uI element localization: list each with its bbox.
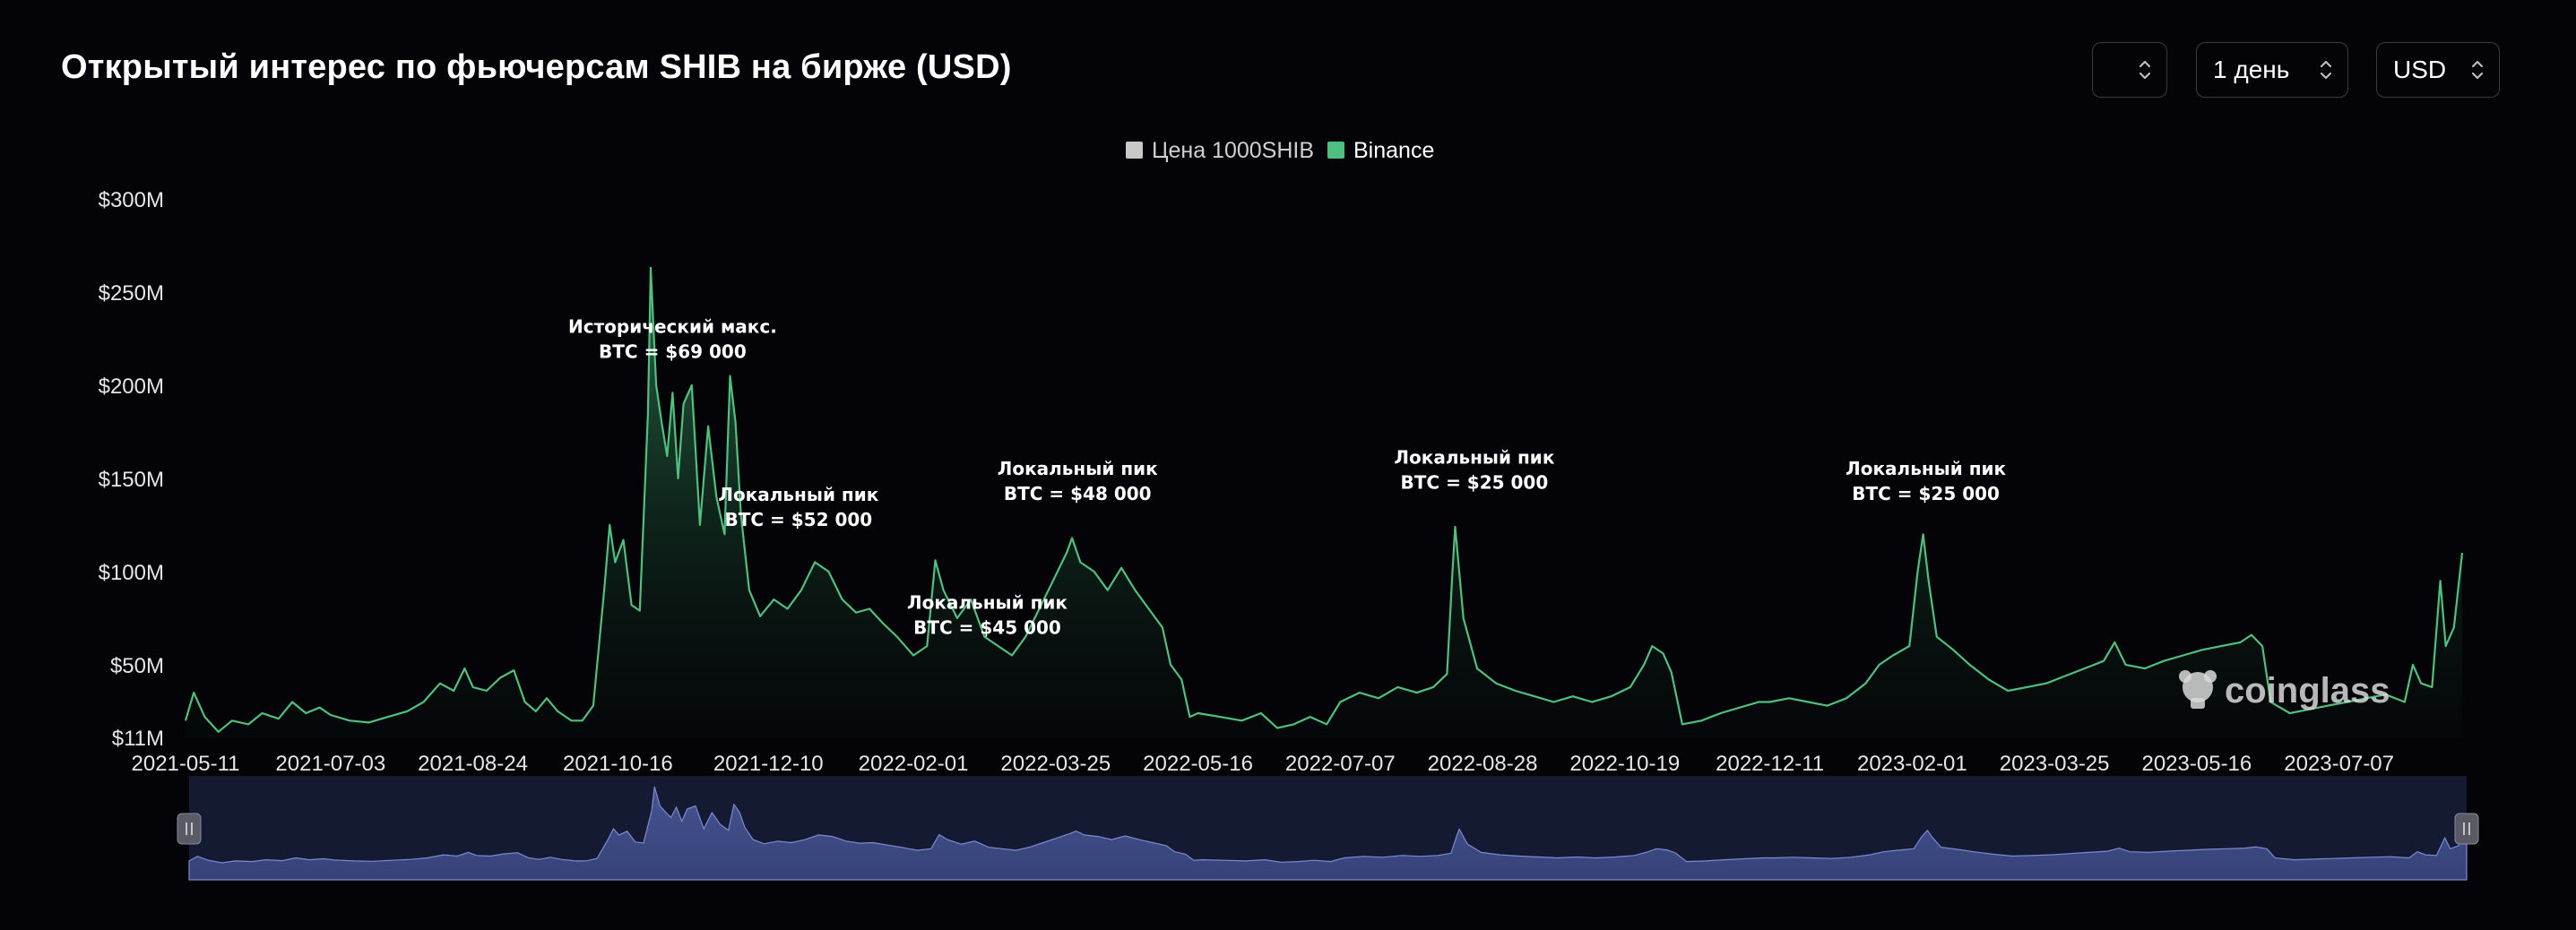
legend-label: Binance <box>1353 138 1434 163</box>
annotation-line: Локальный пик <box>1394 446 1554 468</box>
x-tick-label: 2021-10-16 <box>563 752 673 776</box>
annotation-line: Локальный пик <box>907 592 1068 614</box>
x-tick-label: 2022-08-28 <box>1428 752 1538 776</box>
chart-type-select[interactable] <box>2092 42 2167 98</box>
series-fill-0 <box>186 267 2462 737</box>
x-tick-label: 2023-05-16 <box>2141 752 2252 776</box>
series-line-0[interactable] <box>184 266 2464 733</box>
legend: Цена 1000SHIB Binance <box>1126 138 1434 163</box>
currency-select[interactable]: USD <box>2376 42 2500 98</box>
x-tick-label: 2022-02-01 <box>859 752 969 776</box>
annotation-2: Локальный пик BTC = $45 000 <box>907 592 1068 639</box>
x-tick-label: 2023-03-25 <box>2000 752 2110 776</box>
x-tick-label: 2023-07-07 <box>2284 752 2394 776</box>
annotation-1: Локальный пик BTC = $52 000 <box>718 484 878 530</box>
series-area <box>184 266 2464 737</box>
x-tick-label: 2021-12-10 <box>713 752 824 776</box>
navigator-series <box>188 786 2468 881</box>
navigator[interactable] <box>177 776 2479 881</box>
x-tick-label: 2021-08-24 <box>418 752 528 776</box>
y-tick-label: $50M <box>110 654 164 678</box>
annotation-5: Локальный пик BTC = $25 000 <box>1846 458 2006 504</box>
navigator-handle-right[interactable] <box>2454 813 2479 845</box>
annotation-line: BTC = $45 000 <box>913 617 1061 639</box>
y-tick-label: $200M <box>99 375 164 399</box>
annotation-line: BTC = $25 000 <box>1852 483 2000 504</box>
legend-swatch <box>1126 142 1143 159</box>
watermark: coinglass <box>2179 670 2390 710</box>
y-tick-label: $150M <box>99 468 164 492</box>
x-tick-label: 2022-12-11 <box>1716 752 1824 776</box>
x-tick-label: 2021-05-11 <box>132 752 240 776</box>
watermark-text: coinglass <box>2225 671 2390 710</box>
chevron-up-down-icon <box>2139 60 2151 80</box>
x-tick-label: 2022-03-25 <box>1000 752 1111 776</box>
annotation-3: Локальный пик BTC = $48 000 <box>998 458 1158 504</box>
x-tick-label: 2023-02-01 <box>1857 752 1967 776</box>
y-tick-label: $100M <box>99 561 164 585</box>
annotations: Исторический макс. BTC = $69 000 Локальный… <box>568 316 2007 639</box>
annotation-line: BTC = $48 000 <box>1004 483 1152 504</box>
legend-item-0[interactable]: Цена 1000SHIB <box>1126 138 1314 163</box>
x-tick-label: 2022-05-16 <box>1143 752 1253 776</box>
x-tick-label: 2022-07-07 <box>1285 752 1396 776</box>
legend-item-1[interactable]: Binance <box>1327 138 1434 163</box>
annotation-line: Исторический макс. <box>568 316 777 338</box>
y-axis: $11M $50M $100M $150M $200M $250M $300M <box>99 188 164 751</box>
annotation-line: Локальный пик <box>1846 458 2006 479</box>
chevron-up-down-icon <box>2320 60 2332 80</box>
interval-select[interactable]: 1 день <box>2196 42 2348 98</box>
annotation-4: Локальный пик BTC = $25 000 <box>1394 446 1554 493</box>
navigator-handle[interactable] <box>177 813 202 845</box>
x-axis: 2021-05-11 2021-07-03 2021-08-24 2021-10-16… <box>132 752 2394 776</box>
interval-select-value: 1 день <box>2213 56 2290 83</box>
y-tick-label: $11M <box>112 727 164 751</box>
legend-swatch <box>1327 142 1344 159</box>
y-tick-label: $250M <box>99 281 164 306</box>
currency-select-value: USD <box>2393 56 2447 83</box>
annotation-line: Локальный пик <box>998 458 1158 479</box>
annotation-line: BTC = $52 000 <box>724 509 872 530</box>
page-title: Открытый интерес по фьючерсам SHIB на би… <box>61 48 1012 86</box>
x-tick-label: 2021-07-03 <box>275 752 385 776</box>
navigator-handle-left[interactable] <box>177 813 202 845</box>
navigator-handle[interactable] <box>2454 813 2479 845</box>
annotation-line: BTC = $25 000 <box>1401 471 1549 493</box>
x-tick-label: 2022-10-19 <box>1569 752 1680 776</box>
legend-label: Цена 1000SHIB <box>1152 138 1314 163</box>
y-tick-label: $300M <box>99 188 164 212</box>
annotation-line: Локальный пик <box>718 484 878 505</box>
chevron-up-down-icon <box>2471 60 2484 80</box>
annotation-0: Исторический макс. BTC = $69 000 <box>568 316 777 363</box>
annotation-line: BTC = $69 000 <box>599 341 747 363</box>
coinglass-logo-icon <box>2179 670 2217 709</box>
